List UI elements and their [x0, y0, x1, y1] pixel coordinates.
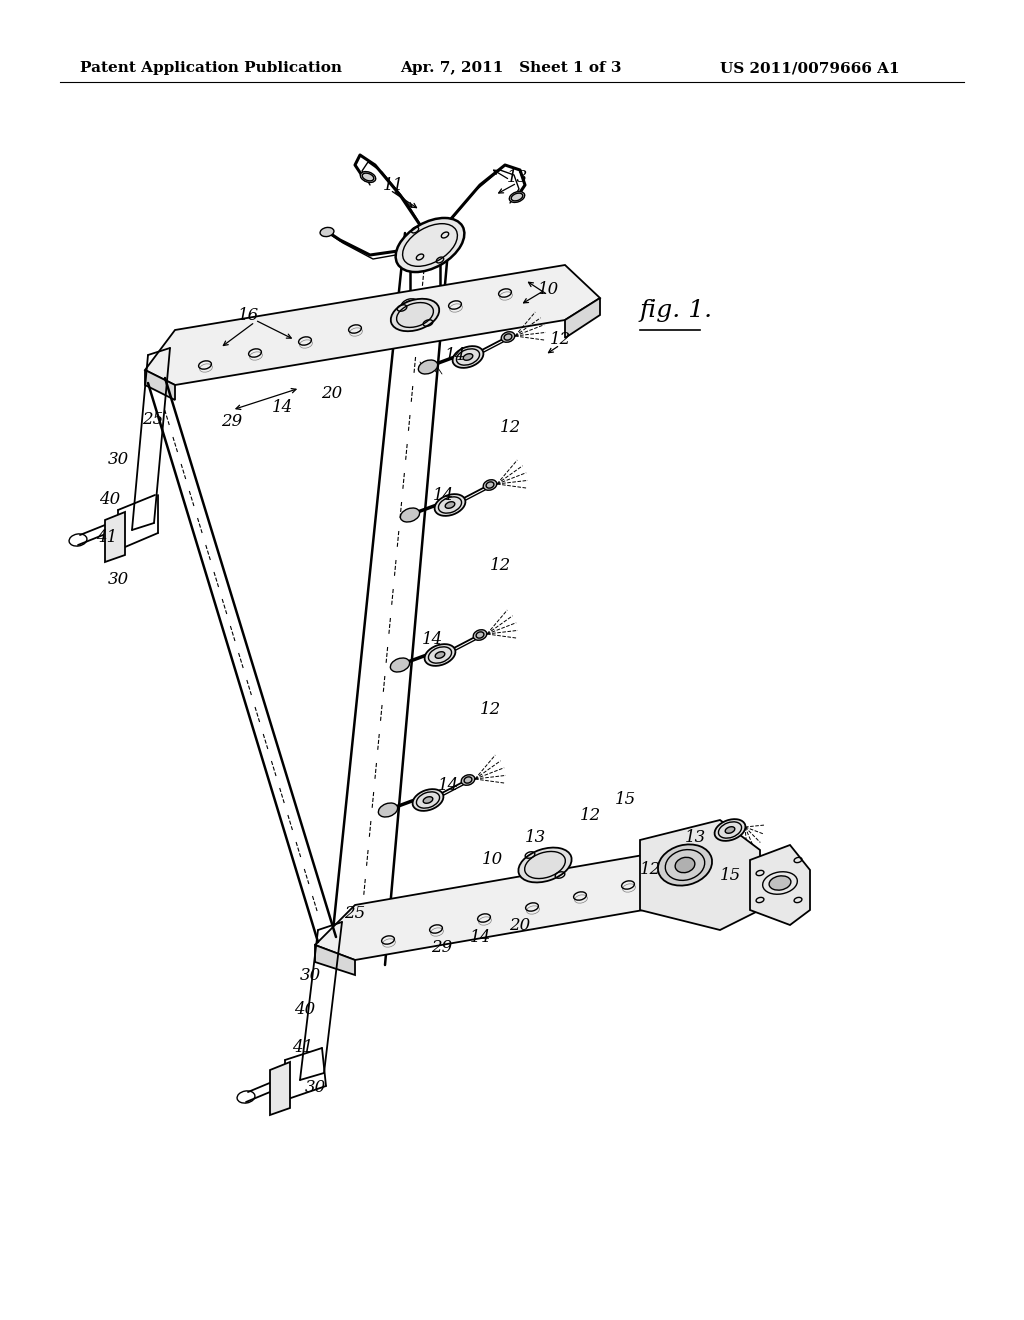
Text: 30: 30: [108, 451, 129, 469]
Text: 12: 12: [639, 862, 660, 879]
Ellipse shape: [434, 494, 466, 516]
Ellipse shape: [463, 354, 473, 360]
Ellipse shape: [390, 657, 410, 672]
Ellipse shape: [360, 172, 376, 182]
Text: 10: 10: [481, 851, 503, 869]
Ellipse shape: [435, 652, 444, 659]
Ellipse shape: [769, 876, 791, 890]
Text: 29: 29: [431, 940, 453, 957]
Polygon shape: [145, 370, 175, 400]
Polygon shape: [315, 945, 355, 975]
Ellipse shape: [725, 826, 735, 833]
Text: 40: 40: [99, 491, 121, 508]
Text: 14: 14: [421, 631, 442, 648]
Text: 12: 12: [580, 807, 601, 824]
Text: 41: 41: [293, 1040, 313, 1056]
Text: Patent Application Publication: Patent Application Publication: [80, 61, 342, 75]
Text: 30: 30: [299, 966, 321, 983]
Text: 12: 12: [489, 557, 511, 573]
Text: 14: 14: [271, 400, 293, 417]
Text: 12: 12: [500, 420, 520, 437]
Ellipse shape: [473, 630, 486, 640]
Polygon shape: [145, 265, 600, 385]
Text: 12: 12: [549, 331, 570, 348]
Text: 16: 16: [238, 306, 259, 323]
Text: 14: 14: [444, 346, 466, 363]
Polygon shape: [105, 512, 125, 562]
Text: 40: 40: [294, 1002, 315, 1019]
Ellipse shape: [658, 845, 712, 886]
Ellipse shape: [391, 298, 439, 331]
Ellipse shape: [509, 191, 524, 202]
Text: 13: 13: [507, 169, 527, 186]
Text: 15: 15: [614, 792, 636, 808]
Text: 11: 11: [382, 177, 403, 194]
Text: 30: 30: [108, 572, 129, 589]
Text: 25: 25: [344, 904, 366, 921]
Text: Apr. 7, 2011   Sheet 1 of 3: Apr. 7, 2011 Sheet 1 of 3: [400, 61, 622, 75]
Polygon shape: [750, 845, 810, 925]
Ellipse shape: [413, 789, 443, 810]
Text: 15: 15: [720, 866, 740, 883]
Text: 12: 12: [479, 701, 501, 718]
Text: US 2011/0079666 A1: US 2011/0079666 A1: [720, 61, 900, 75]
Ellipse shape: [321, 227, 334, 236]
Ellipse shape: [461, 775, 475, 785]
Text: 14: 14: [469, 928, 490, 945]
Ellipse shape: [419, 360, 437, 374]
Polygon shape: [730, 873, 768, 912]
Ellipse shape: [425, 644, 456, 665]
Ellipse shape: [395, 218, 464, 272]
Ellipse shape: [715, 820, 745, 841]
Text: 29: 29: [221, 413, 243, 430]
Polygon shape: [640, 820, 760, 931]
Ellipse shape: [675, 857, 695, 873]
Text: fig. 1.: fig. 1.: [640, 298, 713, 322]
Ellipse shape: [453, 346, 483, 368]
Text: 20: 20: [322, 385, 343, 403]
Text: 10: 10: [538, 281, 559, 298]
Text: 14: 14: [432, 487, 454, 503]
Text: 13: 13: [524, 829, 546, 846]
Ellipse shape: [378, 803, 397, 817]
Text: 30: 30: [304, 1080, 326, 1097]
Text: 25: 25: [142, 412, 164, 429]
Polygon shape: [315, 840, 768, 960]
Text: 41: 41: [96, 529, 118, 546]
Text: 20: 20: [509, 917, 530, 935]
Polygon shape: [565, 298, 600, 338]
Text: 13: 13: [684, 829, 706, 846]
Ellipse shape: [483, 479, 497, 490]
Polygon shape: [270, 1063, 290, 1115]
Ellipse shape: [445, 502, 455, 508]
Ellipse shape: [501, 331, 515, 342]
Ellipse shape: [518, 847, 571, 883]
Ellipse shape: [423, 797, 433, 804]
Ellipse shape: [400, 508, 420, 521]
Text: 14: 14: [437, 776, 459, 793]
